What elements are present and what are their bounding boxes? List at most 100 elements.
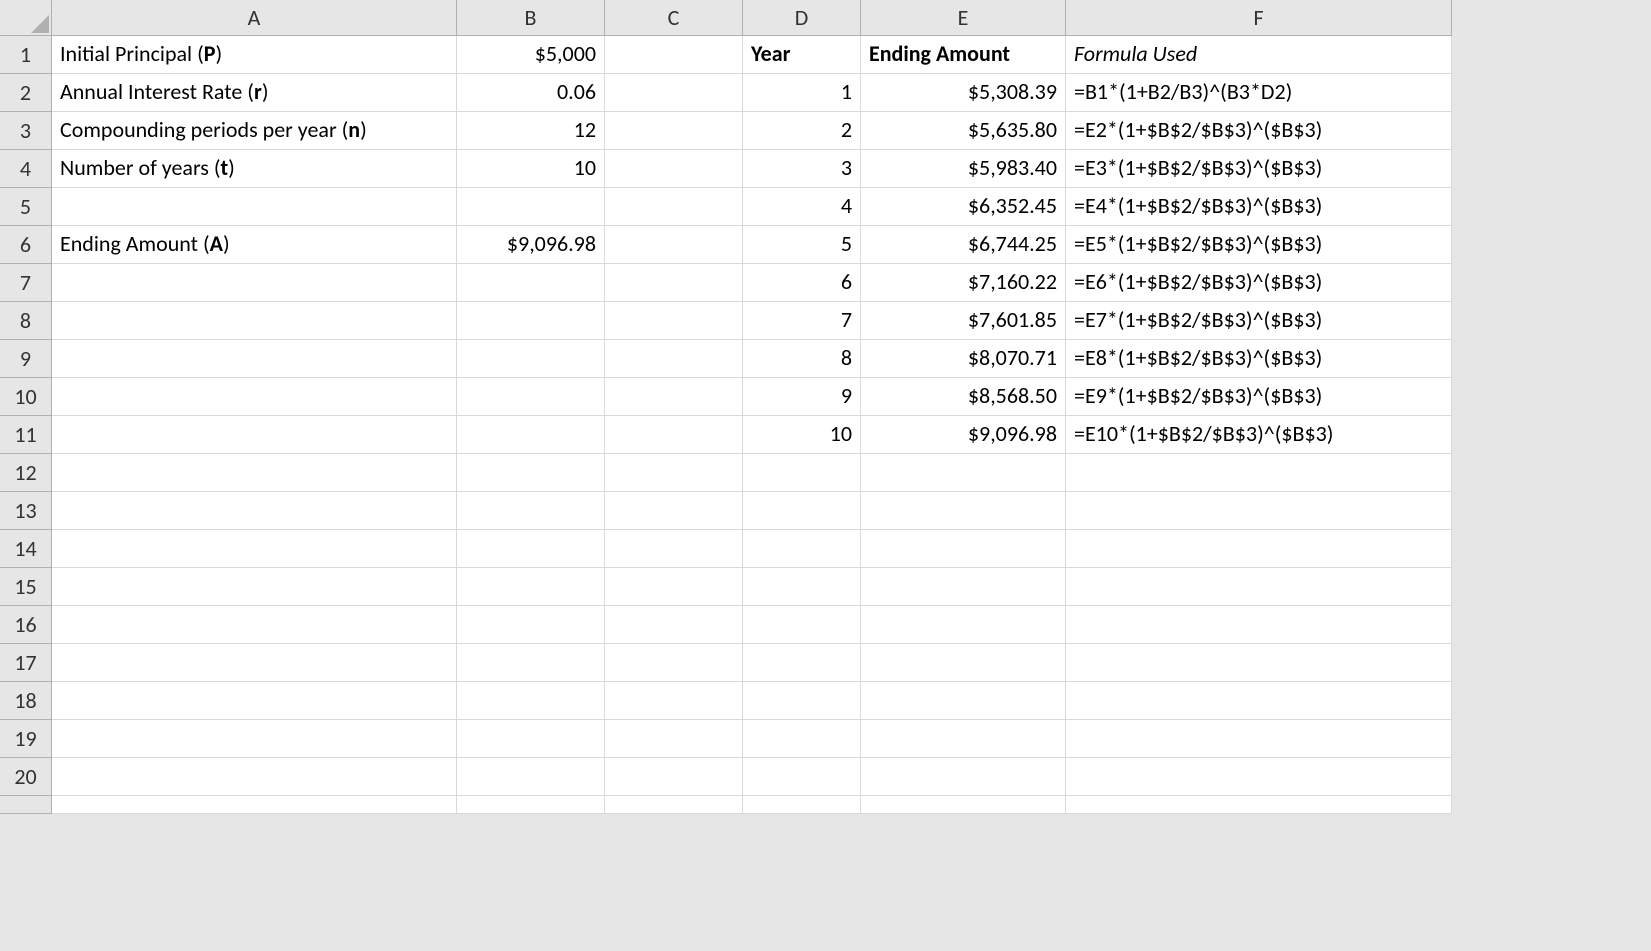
cell-D10[interactable]: 9 [743,378,861,416]
cell-C12[interactable] [605,454,743,492]
cell-E3[interactable]: $5,635.80 [861,112,1066,150]
cell-B11[interactable] [457,416,605,454]
cell-A5[interactable] [52,188,457,226]
cell-E9[interactable]: $8,070.71 [861,340,1066,378]
cell-E5[interactable]: $6,352.45 [861,188,1066,226]
cell-F3[interactable]: =E2*(1+$B$2/$B$3)^($B$3) [1066,112,1452,150]
cell-D13[interactable] [743,492,861,530]
cell-C18[interactable] [605,682,743,720]
cell-D3[interactable]: 2 [743,112,861,150]
cell-E13[interactable] [861,492,1066,530]
cell-F4[interactable]: =E3*(1+$B$2/$B$3)^($B$3) [1066,150,1452,188]
cell-E18[interactable] [861,682,1066,720]
cell-C14[interactable] [605,530,743,568]
cell-F11[interactable]: =E10*(1+$B$2/$B$3)^($B$3) [1066,416,1452,454]
cell-B7[interactable] [457,264,605,302]
cell-F5[interactable]: =E4*(1+$B$2/$B$3)^($B$3) [1066,188,1452,226]
cell-C6[interactable] [605,226,743,264]
cell-C4[interactable] [605,150,743,188]
cell-B3[interactable]: 12 [457,112,605,150]
cell-B9[interactable] [457,340,605,378]
row-header-7[interactable]: 7 [0,264,52,302]
cell-D1[interactable]: Year [743,36,861,74]
row-header-4[interactable]: 4 [0,150,52,188]
cell-A20[interactable] [52,758,457,796]
cell-A15[interactable] [52,568,457,606]
cell-F1[interactable]: Formula Used [1066,36,1452,74]
column-header-E[interactable]: E [861,0,1066,36]
cell-F20[interactable] [1066,758,1452,796]
row-header-5[interactable]: 5 [0,188,52,226]
cell-E6[interactable]: $6,744.25 [861,226,1066,264]
cell-A7[interactable] [52,264,457,302]
row-header-11[interactable]: 11 [0,416,52,454]
row-header-15[interactable]: 15 [0,568,52,606]
cell-B10[interactable] [457,378,605,416]
cell-A8[interactable] [52,302,457,340]
cell-F15[interactable] [1066,568,1452,606]
column-header-C[interactable]: C [605,0,743,36]
cell-C2[interactable] [605,74,743,112]
cell-C9[interactable] [605,340,743,378]
cell-A19[interactable] [52,720,457,758]
row-header-6[interactable]: 6 [0,226,52,264]
cell-B16[interactable] [457,606,605,644]
cell-E17[interactable] [861,644,1066,682]
row-header-17[interactable]: 17 [0,644,52,682]
cell-D2[interactable]: 1 [743,74,861,112]
cell-D4[interactable]: 3 [743,150,861,188]
cell-D16[interactable] [743,606,861,644]
row-header-12[interactable]: 12 [0,454,52,492]
cell-F13[interactable] [1066,492,1452,530]
cell-F6[interactable]: =E5*(1+$B$2/$B$3)^($B$3) [1066,226,1452,264]
cell-D6[interactable]: 5 [743,226,861,264]
cell-B4[interactable]: 10 [457,150,605,188]
cell-F14[interactable] [1066,530,1452,568]
cell-E10[interactable]: $8,568.50 [861,378,1066,416]
row-header-10[interactable]: 10 [0,378,52,416]
cell-A11[interactable] [52,416,457,454]
cell-D11[interactable]: 10 [743,416,861,454]
cell-D12[interactable] [743,454,861,492]
cell-B2[interactable]: 0.06 [457,74,605,112]
cell-F12[interactable] [1066,454,1452,492]
cell-A9[interactable] [52,340,457,378]
row-header-9[interactable]: 9 [0,340,52,378]
cell-B21[interactable] [457,796,605,814]
cell-C8[interactable] [605,302,743,340]
cell-B13[interactable] [457,492,605,530]
cell-B18[interactable] [457,682,605,720]
row-header-14[interactable]: 14 [0,530,52,568]
cell-E16[interactable] [861,606,1066,644]
cell-F8[interactable]: =E7*(1+$B$2/$B$3)^($B$3) [1066,302,1452,340]
cell-A3[interactable]: Compounding periods per year (n) [52,112,457,150]
cell-B14[interactable] [457,530,605,568]
cell-C10[interactable] [605,378,743,416]
cell-C7[interactable] [605,264,743,302]
cell-A2[interactable]: Annual Interest Rate (r) [52,74,457,112]
row-header-21[interactable] [0,796,52,814]
row-header-8[interactable]: 8 [0,302,52,340]
cell-D8[interactable]: 7 [743,302,861,340]
cell-C20[interactable] [605,758,743,796]
cell-A21[interactable] [52,796,457,814]
cell-D7[interactable]: 6 [743,264,861,302]
cell-F18[interactable] [1066,682,1452,720]
cell-A10[interactable] [52,378,457,416]
cell-C16[interactable] [605,606,743,644]
cell-B1[interactable]: $5,000 [457,36,605,74]
cell-F19[interactable] [1066,720,1452,758]
cell-B6[interactable]: $9,096.98 [457,226,605,264]
cell-A1[interactable]: Initial Principal (P) [52,36,457,74]
cell-E21[interactable] [861,796,1066,814]
cell-A4[interactable]: Number of years (t) [52,150,457,188]
cell-F10[interactable]: =E9*(1+$B$2/$B$3)^($B$3) [1066,378,1452,416]
select-all-corner[interactable] [0,0,52,36]
cell-E12[interactable] [861,454,1066,492]
row-header-3[interactable]: 3 [0,112,52,150]
row-header-20[interactable]: 20 [0,758,52,796]
cell-D20[interactable] [743,758,861,796]
row-header-19[interactable]: 19 [0,720,52,758]
cell-B20[interactable] [457,758,605,796]
cell-E7[interactable]: $7,160.22 [861,264,1066,302]
